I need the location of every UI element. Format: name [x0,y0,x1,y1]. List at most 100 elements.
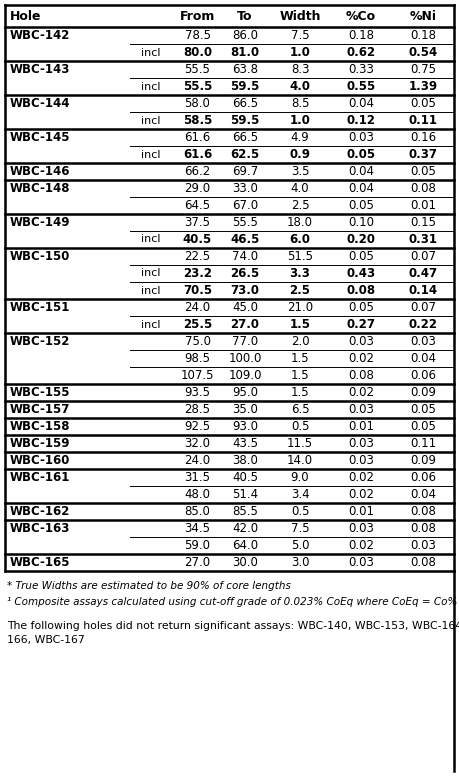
Text: 1.5: 1.5 [291,352,309,365]
Text: incl: incl [141,81,160,92]
Text: 43.5: 43.5 [232,437,258,450]
Text: 66.2: 66.2 [185,165,211,178]
Text: incl: incl [141,286,160,296]
Text: 0.08: 0.08 [410,556,436,569]
Text: 0.12: 0.12 [347,114,375,127]
Text: WBC-148: WBC-148 [10,182,71,195]
Text: 6.5: 6.5 [291,403,309,416]
Text: 18.0: 18.0 [287,216,313,229]
Text: 0.05: 0.05 [410,420,436,433]
Text: To: To [237,9,253,23]
Text: 0.5: 0.5 [291,505,309,518]
Text: 38.0: 38.0 [232,454,258,467]
Text: 0.01: 0.01 [410,199,436,212]
Text: WBC-163: WBC-163 [10,522,70,535]
Text: WBC-152: WBC-152 [10,335,70,348]
Text: 0.04: 0.04 [348,97,374,110]
Text: 0.31: 0.31 [409,233,437,246]
Text: 0.10: 0.10 [348,216,374,229]
Text: 1.0: 1.0 [290,114,310,127]
Text: 0.04: 0.04 [348,182,374,195]
Text: 0.37: 0.37 [409,148,437,161]
Text: 95.0: 95.0 [232,386,258,399]
Text: WBC-165: WBC-165 [10,556,71,569]
Text: 55.5: 55.5 [183,80,212,93]
Text: 3.4: 3.4 [291,488,309,501]
Text: 3.5: 3.5 [291,165,309,178]
Text: WBC-151: WBC-151 [10,301,70,314]
Text: 4.9: 4.9 [291,131,309,144]
Text: 0.01: 0.01 [348,420,374,433]
Text: 0.47: 0.47 [409,267,437,280]
Text: 0.01: 0.01 [348,505,374,518]
Text: incl: incl [141,268,160,279]
Text: 6.0: 6.0 [290,233,310,246]
Text: 11.5: 11.5 [287,437,313,450]
Text: WBC-145: WBC-145 [10,131,71,144]
Text: 2.0: 2.0 [291,335,309,348]
Text: 66.5: 66.5 [232,131,258,144]
Text: 0.04: 0.04 [348,165,374,178]
Text: 69.7: 69.7 [232,165,258,178]
Text: WBC-160: WBC-160 [10,454,70,467]
Text: WBC-143: WBC-143 [10,63,70,76]
Text: %Ni: %Ni [409,9,437,23]
Text: 0.03: 0.03 [410,539,436,552]
Text: 35.0: 35.0 [232,403,258,416]
Text: 22.5: 22.5 [185,250,211,263]
Text: WBC-159: WBC-159 [10,437,71,450]
Text: 93.0: 93.0 [232,420,258,433]
Text: 75.0: 75.0 [185,335,211,348]
Text: 77.0: 77.0 [232,335,258,348]
Text: 0.03: 0.03 [348,403,374,416]
Text: WBC-144: WBC-144 [10,97,71,110]
Text: 0.08: 0.08 [348,369,374,382]
Text: 21.0: 21.0 [287,301,313,314]
Text: 0.43: 0.43 [347,267,375,280]
Text: 1.39: 1.39 [409,80,437,93]
Text: 9.0: 9.0 [291,471,309,484]
Text: 0.54: 0.54 [409,46,437,59]
Text: 30.0: 30.0 [232,556,258,569]
Text: The following holes did not return significant assays: WBC-140, WBC-153, WBC-164: The following holes did not return signi… [7,621,459,631]
Text: 0.08: 0.08 [410,522,436,535]
Text: 27.0: 27.0 [230,318,259,331]
Text: 40.5: 40.5 [183,233,212,246]
Text: 51.5: 51.5 [287,250,313,263]
Text: 1.5: 1.5 [290,318,310,331]
Text: 31.5: 31.5 [185,471,211,484]
Text: incl: incl [141,116,160,126]
Text: 0.9: 0.9 [290,148,310,161]
Text: 1.0: 1.0 [290,46,310,59]
Text: WBC-158: WBC-158 [10,420,71,433]
Text: 0.33: 0.33 [348,63,374,76]
Text: incl: incl [141,150,160,160]
Text: 37.5: 37.5 [185,216,211,229]
Text: 0.18: 0.18 [410,29,436,42]
Text: 1.5: 1.5 [291,386,309,399]
Text: WBC-161: WBC-161 [10,471,70,484]
Text: incl: incl [141,234,160,244]
Text: 85.0: 85.0 [185,505,210,518]
Text: WBC-155: WBC-155 [10,386,71,399]
Text: 61.6: 61.6 [185,131,211,144]
Text: WBC-149: WBC-149 [10,216,71,229]
Text: 2.5: 2.5 [291,199,309,212]
Text: 0.5: 0.5 [291,420,309,433]
Text: 55.5: 55.5 [232,216,258,229]
Text: 1.5: 1.5 [291,369,309,382]
Text: 7.5: 7.5 [291,29,309,42]
Text: 29.0: 29.0 [185,182,211,195]
Text: 81.0: 81.0 [230,46,259,59]
Text: 27.0: 27.0 [185,556,211,569]
Text: 42.0: 42.0 [232,522,258,535]
Text: 67.0: 67.0 [232,199,258,212]
Text: 107.5: 107.5 [181,369,214,382]
Text: 0.08: 0.08 [410,505,436,518]
Text: 0.07: 0.07 [410,250,436,263]
Text: WBC-146: WBC-146 [10,165,71,178]
Text: 24.0: 24.0 [185,301,211,314]
Text: 3.3: 3.3 [290,267,310,280]
Text: ¹ Composite assays calculated using cut-off grade of 0.023% CoEq where CoEq = Co: ¹ Composite assays calculated using cut-… [7,597,459,607]
Text: 64.5: 64.5 [185,199,211,212]
